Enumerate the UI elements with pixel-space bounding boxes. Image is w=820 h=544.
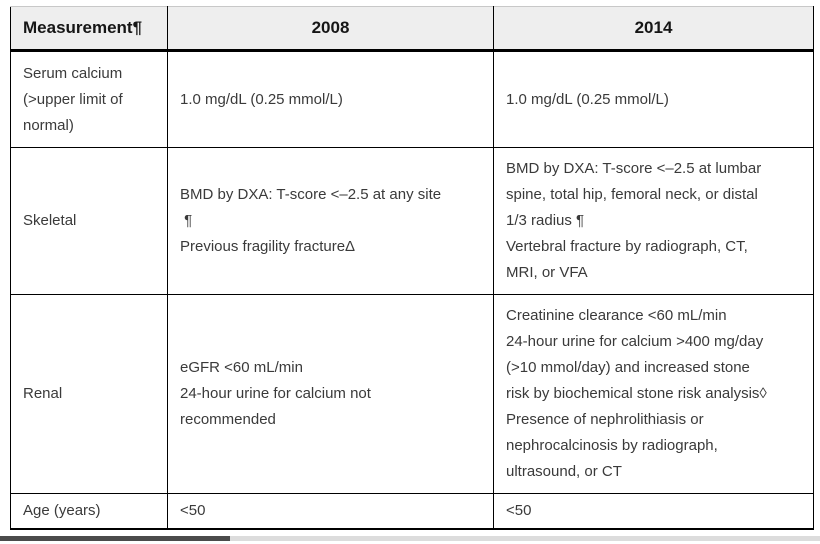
header-row: Measurement¶ 2008 2014 <box>10 6 814 52</box>
cell-line: Renal <box>23 385 63 402</box>
cell-serum-calcium-label: Serum calcium (>upper limit of normal) <box>10 50 168 148</box>
cell-line: (>upper limit of <box>23 90 123 108</box>
cell-line: eGFR <60 mL/min <box>180 359 303 376</box>
cell-line: nephrocalcinosis by radiograph, <box>506 437 718 454</box>
cell-serum-calcium-2008: 1.0 mg/dL (0.25 mmol/L) <box>167 50 494 148</box>
cell-line: Vertebral fracture by radiograph, CT, <box>506 238 748 255</box>
cell-line: 24-hour urine for calcium >400 mg/day <box>506 333 764 350</box>
cell-line: 1/3 radius ¶ <box>506 212 585 229</box>
table-row-age: Age (years) <50 <50 <box>10 493 814 530</box>
cell-line: recommended <box>180 411 276 428</box>
cell-line: ¶ <box>180 212 193 229</box>
table-row-skeletal: Skeletal BMD by DXA: T-score <–2.5 at an… <box>10 147 814 295</box>
cell-line: 24-hour urine for calcium not <box>180 385 371 402</box>
cell-line: BMD by DXA: T-score <–2.5 at any site <box>180 186 442 203</box>
horizontal-scrollbar[interactable] <box>0 536 820 541</box>
cell-line: BMD by DXA: T-score <–2.5 at lumbar <box>506 160 762 177</box>
cell-line: 1.0 mg/dL (0.25 mmol/L) <box>506 90 669 108</box>
cell-line: <50 <box>506 502 532 519</box>
cell-line: (>10 mmol/day) and increased stone <box>506 359 750 376</box>
column-header-measurement: Measurement¶ <box>10 6 168 52</box>
cell-age-2008: <50 <box>167 493 494 530</box>
cell-skeletal-2014: BMD by DXA: T-score <–2.5 at lumbar spin… <box>493 147 814 295</box>
cell-line: Age (years) <box>23 502 101 519</box>
cell-skeletal-label: Skeletal <box>10 147 168 295</box>
cell-line: 1.0 mg/dL (0.25 mmol/L) <box>180 90 343 108</box>
cell-line: Skeletal <box>23 212 77 229</box>
scrollbar-thumb[interactable] <box>0 536 230 541</box>
cell-line: <50 <box>180 502 206 519</box>
cell-skeletal-2008: BMD by DXA: T-score <–2.5 at any site ¶ … <box>167 147 494 295</box>
cell-renal-2008: eGFR <60 mL/min 24-hour urine for calciu… <box>167 294 494 494</box>
cell-line: Serum calcium <box>23 64 123 82</box>
cell-line: risk by biochemical stone risk analysis◊ <box>506 385 767 402</box>
cell-line: spine, total hip, femoral neck, or dista… <box>506 186 758 203</box>
table-row-serum-calcium: Serum calcium (>upper limit of normal) 1… <box>10 50 814 148</box>
comparison-table-wrapper: Measurement¶ 2008 2014 Serum calcium (>u… <box>10 6 814 530</box>
cell-renal-label: Renal <box>10 294 168 494</box>
table-row-renal: Renal eGFR <60 mL/min 24-hour urine for … <box>10 294 814 494</box>
cell-renal-2014: Creatinine clearance <60 mL/min 24-hour … <box>493 294 814 494</box>
cell-line: normal) <box>23 116 74 134</box>
cell-age-label: Age (years) <box>10 493 168 530</box>
cell-line: ultrasound, or CT <box>506 463 622 480</box>
measurement-comparison-table: Measurement¶ 2008 2014 Serum calcium (>u… <box>10 6 814 530</box>
cell-line: MRI, or VFA <box>506 264 588 281</box>
column-header-2008: 2008 <box>167 6 494 52</box>
column-header-2014: 2014 <box>493 6 814 52</box>
cell-line: Previous fragility fractureΔ <box>180 238 356 255</box>
cell-age-2014: <50 <box>493 493 814 530</box>
cell-serum-calcium-2014: 1.0 mg/dL (0.25 mmol/L) <box>493 50 814 148</box>
cell-line: Creatinine clearance <60 mL/min <box>506 307 727 324</box>
cell-line: Presence of nephrolithiasis or <box>506 411 704 428</box>
